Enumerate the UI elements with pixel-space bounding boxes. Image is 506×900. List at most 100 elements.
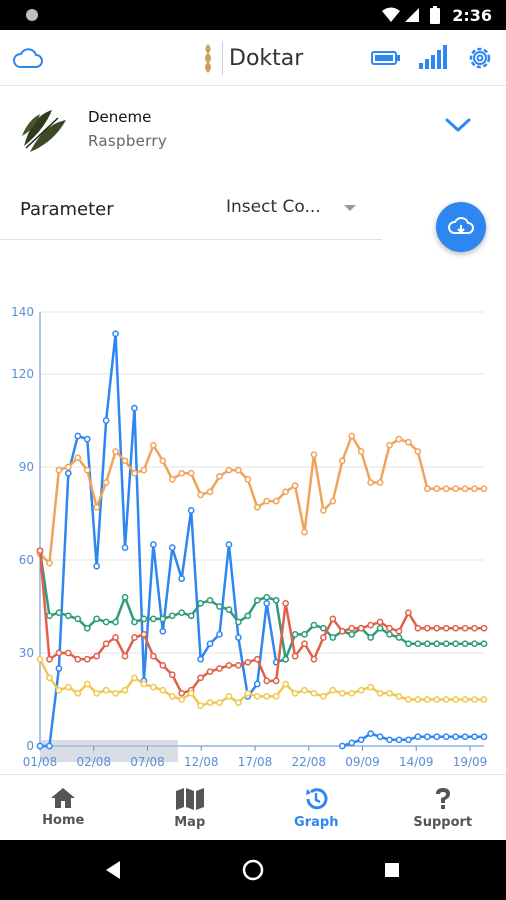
data-point-green — [320, 624, 327, 632]
data-point-green — [386, 631, 393, 638]
brand-divider — [222, 41, 223, 75]
chart-svg[interactable]: 0 30 60 90 120 140 01/08 02/08 07/08 12/08 17/08 22… — [0, 296, 506, 774]
recents-icon[interactable] — [384, 862, 400, 878]
clock: 2:36 — [452, 6, 492, 25]
data-point-red — [102, 640, 110, 648]
nav-home[interactable]: Home — [0, 775, 127, 840]
data-point-blue — [395, 736, 403, 744]
data-point-orange — [414, 448, 422, 455]
data-point-yellow — [168, 693, 176, 700]
data-point-orange — [433, 485, 441, 493]
data-point-yellow — [310, 689, 318, 697]
cloud-button[interactable] — [10, 42, 46, 74]
download-button[interactable] — [436, 202, 486, 252]
data-point-green — [150, 615, 157, 623]
data-point-yellow — [452, 696, 460, 703]
data-point-yellow — [244, 689, 252, 697]
data-point-green — [197, 600, 204, 607]
nav-support[interactable]: Support — [380, 775, 506, 840]
data-point-blue — [263, 600, 271, 607]
x-tick-label: 01/08 — [23, 755, 58, 769]
data-point-blue — [93, 562, 101, 570]
data-point-red — [36, 547, 44, 555]
data-point-yellow — [480, 696, 488, 703]
data-point-yellow — [112, 689, 119, 697]
x-tick-label: 02/08 — [76, 755, 111, 769]
data-point-green — [206, 596, 214, 604]
notification-dot-icon — [26, 9, 38, 21]
data-point-blue — [159, 627, 167, 635]
data-point-yellow — [291, 689, 299, 697]
data-point-orange — [367, 479, 374, 486]
parameter-dropdown[interactable]: Insect Co... — [226, 197, 321, 217]
data-point-yellow — [376, 689, 384, 697]
data-point-red — [93, 652, 101, 660]
data-point-orange — [93, 503, 101, 511]
data-point-yellow — [159, 686, 167, 694]
signal-status-button[interactable] — [416, 42, 450, 72]
data-point-green — [244, 612, 252, 620]
data-point-yellow — [471, 696, 478, 703]
settings-button[interactable] — [462, 42, 498, 74]
data-point-red — [471, 624, 478, 632]
data-point-orange — [121, 457, 129, 465]
data-point-blue — [168, 544, 176, 551]
data-point-yellow — [131, 674, 138, 682]
series-line-orange — [39, 434, 484, 565]
data-point-red — [150, 652, 157, 660]
data-point-green — [102, 618, 110, 626]
data-point-green — [452, 640, 460, 648]
dropdown-arrow-icon[interactable] — [344, 205, 356, 211]
battery-status-button[interactable] — [370, 46, 402, 70]
data-point-orange — [206, 488, 214, 496]
data-point-orange — [291, 482, 299, 489]
data-point-yellow — [272, 693, 280, 700]
data-point-green — [461, 640, 469, 648]
data-point-orange — [282, 488, 289, 496]
data-point-orange — [197, 491, 204, 499]
data-point-red — [253, 655, 261, 663]
data-point-yellow — [414, 696, 422, 703]
data-point-yellow — [93, 689, 101, 697]
data-point-orange — [74, 454, 82, 462]
back-icon[interactable] — [104, 860, 122, 880]
data-point-red — [178, 689, 186, 697]
data-point-blue — [36, 742, 44, 750]
data-point-green — [442, 640, 450, 648]
data-point-green — [216, 603, 223, 610]
data-point-yellow — [64, 683, 72, 691]
data-point-blue — [405, 736, 412, 744]
data-point-red — [480, 624, 488, 632]
data-point-green — [93, 615, 101, 623]
data-point-blue — [423, 733, 431, 741]
data-point-blue — [55, 665, 63, 672]
data-point-orange — [348, 432, 356, 440]
data-point-orange — [55, 466, 63, 474]
nav-map[interactable]: Map — [127, 775, 254, 840]
data-point-yellow — [253, 693, 261, 700]
data-point-green — [131, 618, 138, 626]
data-point-green — [433, 640, 441, 648]
data-point-red — [83, 655, 91, 663]
home-circle-icon[interactable] — [242, 859, 264, 881]
data-point-orange — [64, 463, 72, 471]
data-point-blue — [433, 733, 441, 741]
nav-graph[interactable]: Graph — [253, 775, 380, 840]
data-point-red — [423, 624, 431, 632]
data-point-orange — [253, 503, 261, 511]
data-point-orange — [357, 448, 365, 455]
data-point-red — [329, 615, 337, 623]
data-point-blue — [46, 742, 53, 750]
field-selector[interactable]: Deneme Raspberry — [0, 86, 506, 168]
data-point-blue — [64, 469, 72, 477]
insect-chart[interactable]: 0 30 60 90 120 140 01/08 02/08 07/08 12/08 17/08 22… — [0, 296, 506, 774]
data-point-blue — [112, 330, 119, 338]
data-point-yellow — [36, 655, 44, 663]
data-point-blue — [178, 575, 186, 582]
cloud-download-icon — [448, 217, 474, 234]
wifi-icon — [382, 7, 400, 22]
battery-level-icon — [371, 51, 400, 65]
chevron-down-icon[interactable] — [444, 116, 472, 134]
data-point-orange — [150, 441, 157, 449]
data-point-green — [159, 615, 167, 623]
